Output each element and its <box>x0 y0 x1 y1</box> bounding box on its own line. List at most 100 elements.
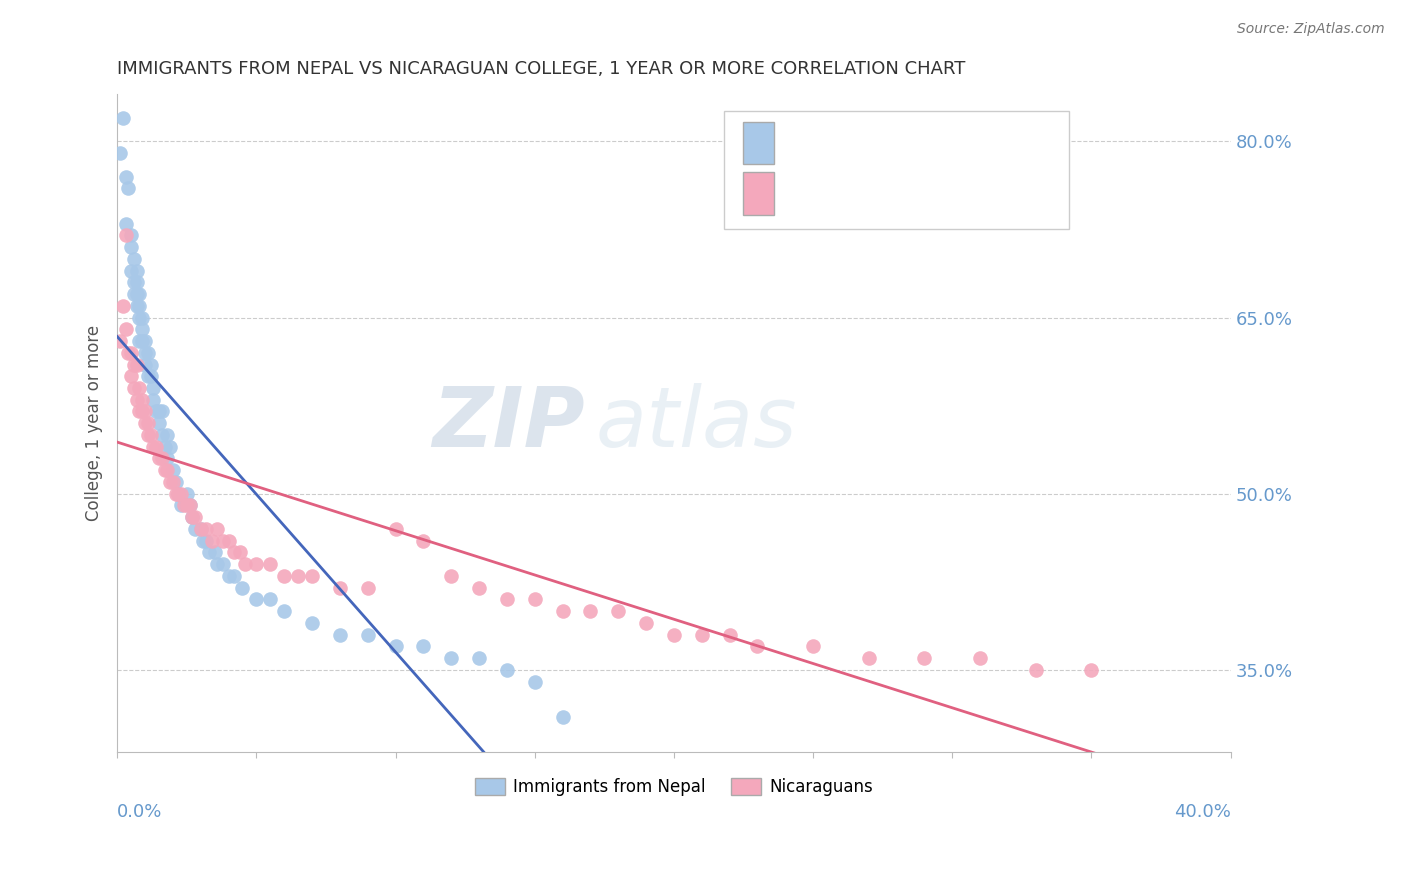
Point <box>184 510 207 524</box>
Point <box>150 428 173 442</box>
Point <box>198 545 221 559</box>
Point <box>117 181 139 195</box>
Point <box>179 499 201 513</box>
Point <box>607 604 630 618</box>
Point <box>125 287 148 301</box>
Point <box>122 275 145 289</box>
Point <box>357 581 380 595</box>
Point <box>134 334 156 348</box>
Point <box>468 651 491 665</box>
Point <box>222 545 245 559</box>
Point <box>134 358 156 372</box>
Point <box>1080 663 1102 677</box>
Point <box>128 310 150 325</box>
Point <box>245 557 267 571</box>
Text: R =  -0.290: R = -0.290 <box>787 186 891 203</box>
Point <box>190 522 212 536</box>
Point <box>195 522 218 536</box>
Text: atlas: atlas <box>596 383 797 464</box>
Y-axis label: College, 1 year or more: College, 1 year or more <box>86 326 103 521</box>
Legend: Immigrants from Nepal, Nicaraguans: Immigrants from Nepal, Nicaraguans <box>468 772 880 803</box>
Point <box>162 475 184 489</box>
Point <box>142 381 165 395</box>
Point <box>551 604 574 618</box>
Point <box>176 499 198 513</box>
Point <box>125 275 148 289</box>
Point <box>114 169 136 184</box>
Text: Source: ZipAtlas.com: Source: ZipAtlas.com <box>1237 22 1385 37</box>
Text: R =  -0.551: R = -0.551 <box>787 128 890 145</box>
Point <box>159 440 181 454</box>
Point <box>136 345 159 359</box>
Point <box>1025 663 1047 677</box>
Point <box>159 475 181 489</box>
Point <box>329 627 352 641</box>
Point <box>747 640 769 654</box>
Point <box>153 440 176 454</box>
Point <box>120 263 142 277</box>
Point <box>170 486 193 500</box>
Point <box>173 499 195 513</box>
Point <box>128 334 150 348</box>
Point <box>718 627 741 641</box>
Point <box>228 545 250 559</box>
Point <box>231 581 253 595</box>
Point <box>165 475 187 489</box>
Point <box>142 440 165 454</box>
Text: IMMIGRANTS FROM NEPAL VS NICARAGUAN COLLEGE, 1 YEAR OR MORE CORRELATION CHART: IMMIGRANTS FROM NEPAL VS NICARAGUAN COLL… <box>117 60 966 78</box>
Point <box>207 522 229 536</box>
Point <box>801 640 824 654</box>
Point <box>128 287 150 301</box>
Point <box>204 545 226 559</box>
Point <box>148 451 170 466</box>
Text: 40.0%: 40.0% <box>1174 803 1230 821</box>
Point <box>207 557 229 571</box>
Point <box>170 499 193 513</box>
Point <box>440 651 463 665</box>
Text: N = 72: N = 72 <box>952 186 1015 203</box>
Point <box>412 533 434 548</box>
Point <box>108 334 131 348</box>
Point <box>496 592 519 607</box>
Point <box>131 392 153 407</box>
Point <box>139 369 162 384</box>
Point <box>131 322 153 336</box>
Point <box>125 263 148 277</box>
Point <box>125 392 148 407</box>
Point <box>181 510 204 524</box>
Point <box>139 358 162 372</box>
Point <box>165 486 187 500</box>
Point <box>150 451 173 466</box>
Point <box>122 358 145 372</box>
Point <box>111 299 134 313</box>
Point <box>134 416 156 430</box>
Point <box>150 404 173 418</box>
Point <box>131 334 153 348</box>
Point <box>357 627 380 641</box>
Point <box>523 674 546 689</box>
Point <box>131 404 153 418</box>
Point <box>218 533 240 548</box>
Point <box>156 428 179 442</box>
Point <box>287 569 309 583</box>
Point <box>181 510 204 524</box>
Point <box>273 569 295 583</box>
Point <box>125 358 148 372</box>
Point <box>136 416 159 430</box>
Point <box>412 640 434 654</box>
Point <box>690 627 713 641</box>
Point <box>195 533 218 548</box>
Point <box>139 428 162 442</box>
Point <box>114 228 136 243</box>
Point <box>245 592 267 607</box>
Point <box>662 627 685 641</box>
Point <box>156 451 179 466</box>
Point <box>128 299 150 313</box>
Point <box>579 604 602 618</box>
Point <box>201 533 224 548</box>
Point <box>858 651 880 665</box>
Point <box>969 651 991 665</box>
Point <box>440 569 463 583</box>
Point <box>496 663 519 677</box>
Point <box>128 404 150 418</box>
